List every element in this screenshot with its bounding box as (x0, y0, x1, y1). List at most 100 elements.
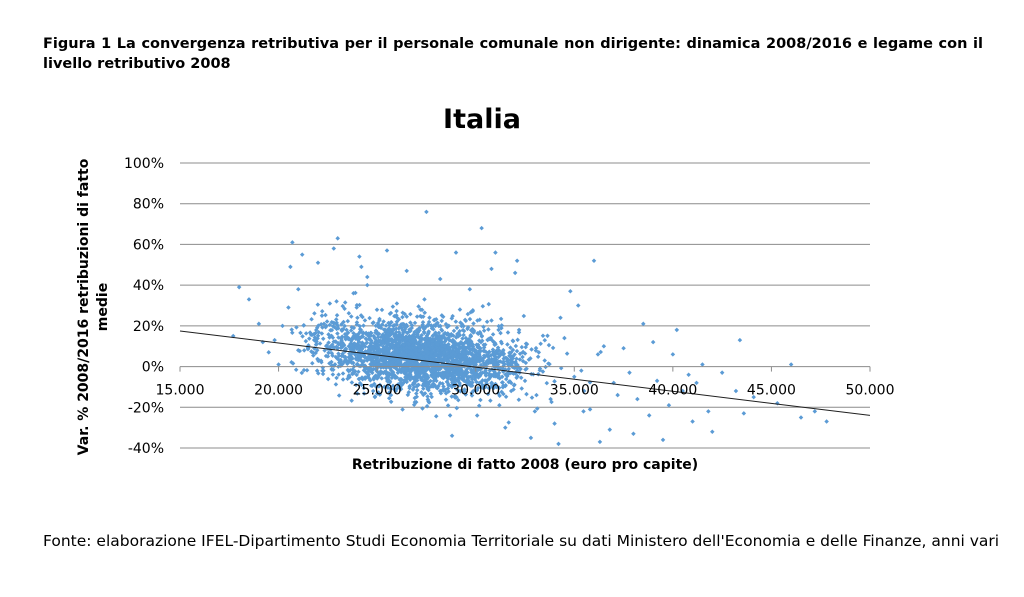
data-point (361, 323, 366, 328)
data-point (631, 431, 636, 437)
data-point (388, 392, 394, 398)
data-point (380, 335, 386, 340)
data-point (395, 359, 401, 364)
data-point (346, 336, 351, 342)
data-point (341, 319, 346, 325)
data-point (329, 366, 335, 372)
trendline (179, 330, 871, 416)
data-point (479, 338, 485, 344)
data-point (524, 391, 529, 397)
data-point (367, 315, 372, 321)
x-axis: 15.000 20.000 25.000 30.000 35.000 40.000 45.0… (156, 383, 895, 399)
data-point (775, 400, 780, 406)
data-point (312, 311, 317, 316)
data-point (499, 325, 504, 331)
data-point (315, 356, 320, 362)
y-tick-label: 80% (133, 197, 164, 213)
data-point (513, 359, 518, 365)
data-point (485, 337, 491, 343)
data-point (353, 382, 359, 388)
data-point (340, 351, 345, 357)
data-point (469, 381, 474, 386)
data-point (412, 320, 418, 326)
data-point (492, 354, 498, 359)
data-point (414, 332, 420, 337)
data-point (330, 323, 336, 329)
data-point (402, 311, 407, 317)
data-point (420, 344, 425, 350)
data-point (422, 382, 427, 388)
data-point (481, 345, 487, 350)
data-point (564, 351, 570, 356)
data-point (429, 383, 435, 388)
data-point (360, 353, 366, 358)
data-point (660, 437, 666, 443)
data-point (366, 337, 372, 342)
data-point (472, 356, 478, 361)
data-point (303, 331, 309, 336)
data-point (377, 392, 383, 397)
data-point (431, 317, 437, 323)
data-point (575, 303, 581, 308)
data-point (441, 372, 446, 378)
data-point (443, 391, 449, 396)
data-point (382, 384, 387, 390)
data-point (295, 348, 301, 353)
data-point (513, 343, 519, 349)
data-point (516, 330, 522, 335)
data-point (524, 341, 530, 347)
data-point (447, 345, 453, 350)
data-point (441, 334, 446, 339)
data-point (276, 362, 281, 367)
data-point (601, 343, 607, 349)
data-point (421, 386, 426, 391)
data-point (329, 342, 335, 348)
data-point (484, 319, 490, 324)
data-point (433, 330, 438, 335)
data-point (307, 336, 312, 341)
data-point (483, 349, 489, 355)
data-point (296, 286, 301, 292)
data-point (400, 407, 405, 412)
data-point (499, 389, 504, 395)
data-point (354, 346, 360, 352)
data-point (365, 354, 371, 360)
data-point (299, 370, 305, 376)
data-point (418, 355, 423, 360)
data-point (316, 329, 321, 335)
y-axis-label-line-1: Var. % 2008/2016 retribuzioni di fatto (76, 158, 92, 455)
x-tick-label: 25.000 (353, 383, 402, 399)
data-point (686, 372, 691, 377)
data-point (548, 396, 553, 402)
data-point (388, 386, 393, 391)
data-point (390, 304, 396, 309)
data-point (473, 362, 478, 367)
data-point (359, 358, 364, 364)
data-point (431, 326, 436, 332)
data-point (491, 360, 496, 365)
data-point (309, 317, 314, 322)
data-point (512, 352, 517, 357)
data-point (368, 333, 374, 338)
data-point (355, 315, 360, 320)
data-point (528, 435, 534, 441)
data-point (426, 341, 432, 346)
data-point (568, 288, 573, 294)
data-point (393, 352, 399, 358)
data-point (388, 341, 394, 347)
data-point (486, 301, 492, 307)
data-point (706, 409, 711, 414)
data-point (405, 360, 410, 366)
data-point (351, 325, 357, 331)
data-point (439, 318, 444, 324)
data-point (404, 378, 409, 384)
data-point (421, 374, 426, 379)
data-point (523, 360, 529, 366)
data-point (690, 419, 695, 424)
data-point (390, 345, 396, 351)
data-point (456, 397, 461, 403)
data-point (581, 388, 587, 394)
data-point (416, 343, 421, 349)
data-point (431, 373, 437, 378)
